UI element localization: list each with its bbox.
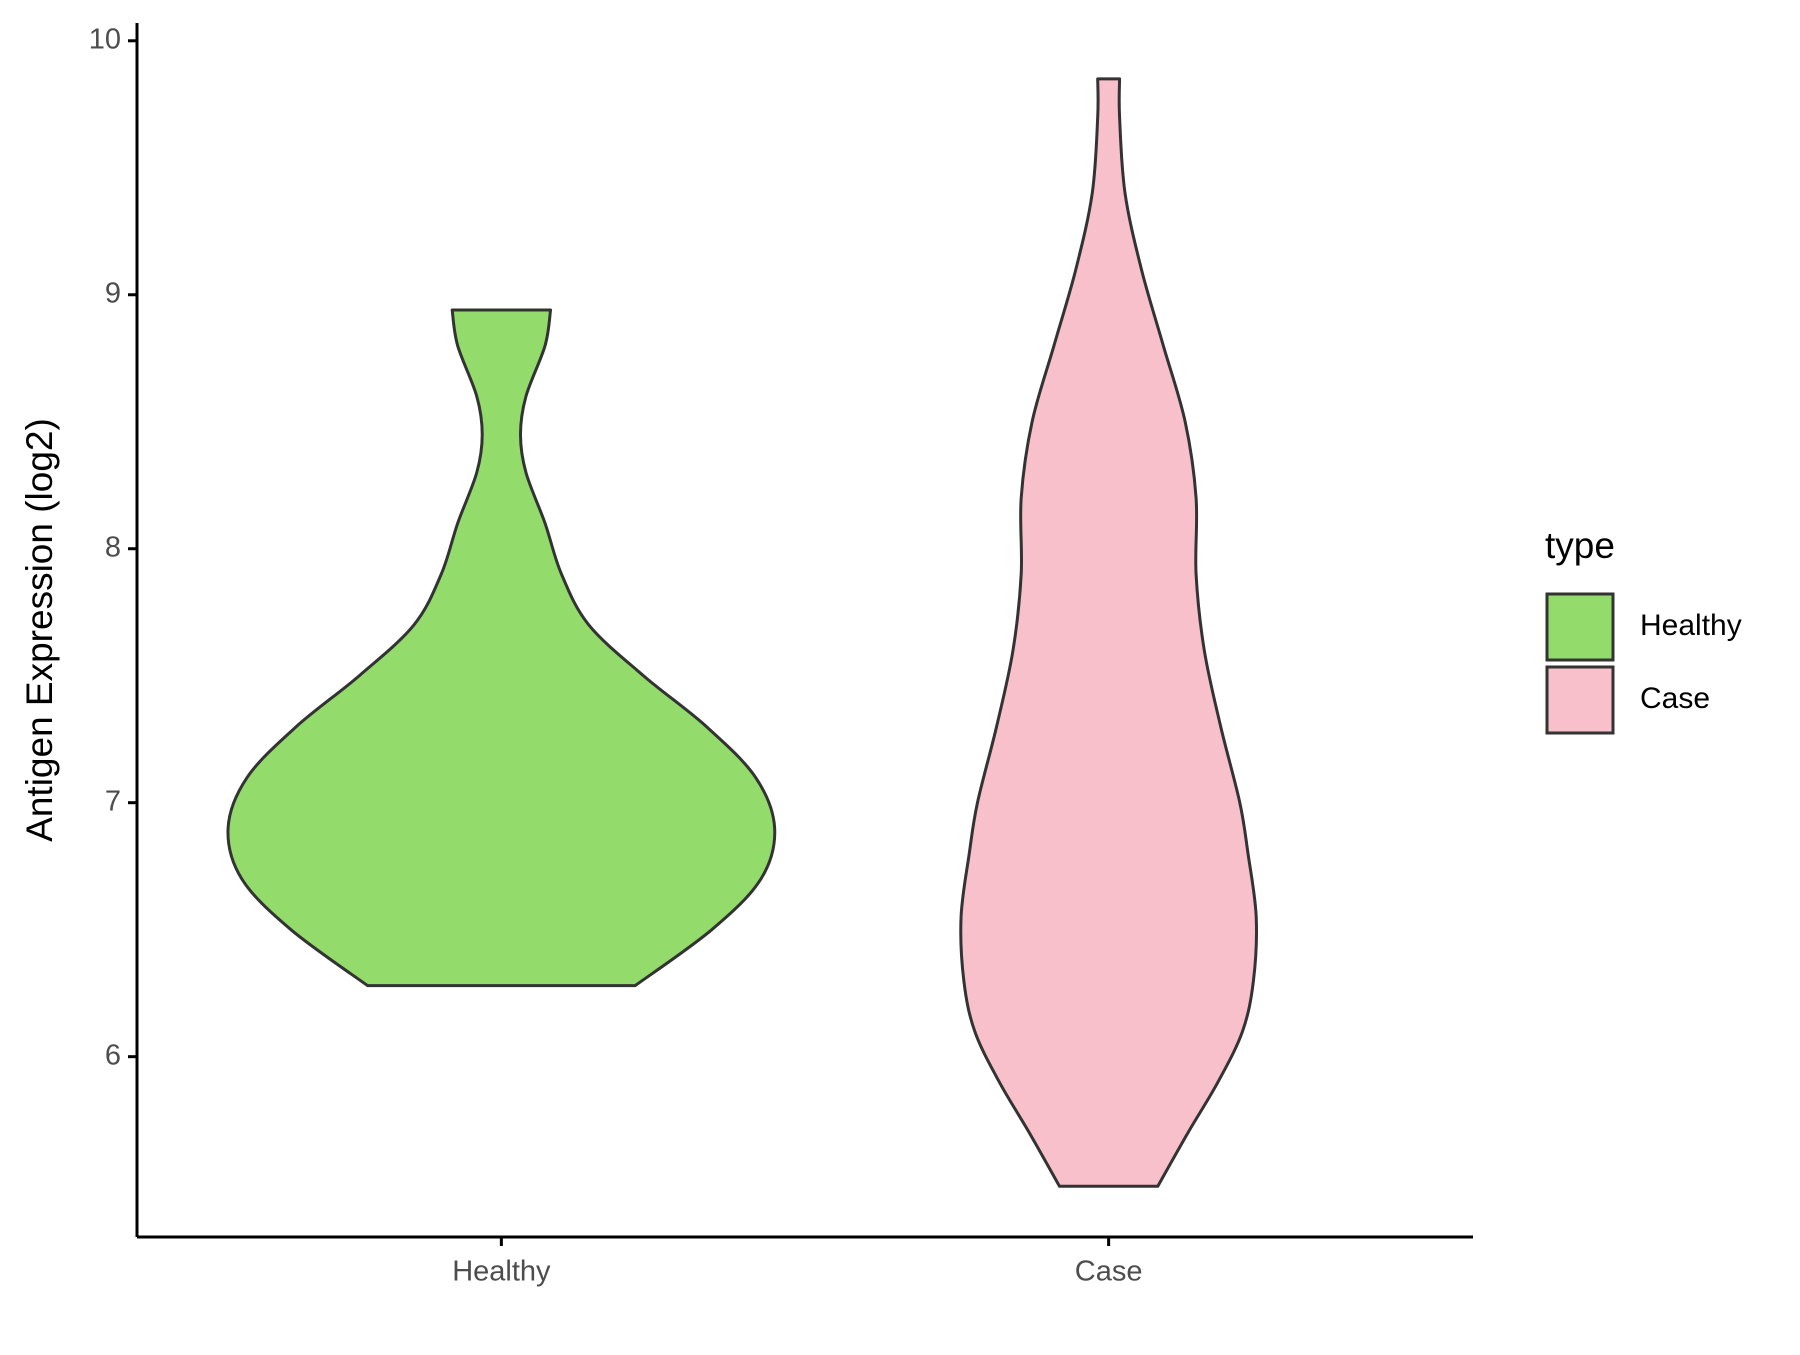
y-tick-label: 7 <box>105 785 121 817</box>
x-tick-label: Healthy <box>452 1256 551 1288</box>
violin <box>959 77 1258 1188</box>
legend-title: type <box>1545 525 1615 566</box>
legend-label: Case <box>1640 682 1710 715</box>
legend-key <box>1545 665 1615 735</box>
y-tick-label: 8 <box>105 531 121 563</box>
y-tick-label: 10 <box>89 23 121 55</box>
x-tick-label: Case <box>1075 1256 1143 1288</box>
legend-key <box>1545 592 1615 662</box>
y-tick-label: 9 <box>105 277 121 309</box>
legend-label: Healthy <box>1640 609 1742 642</box>
y-axis-label: Antigen Expression (log2) <box>19 418 60 842</box>
violin <box>226 308 777 988</box>
y-tick-label: 6 <box>105 1039 121 1071</box>
